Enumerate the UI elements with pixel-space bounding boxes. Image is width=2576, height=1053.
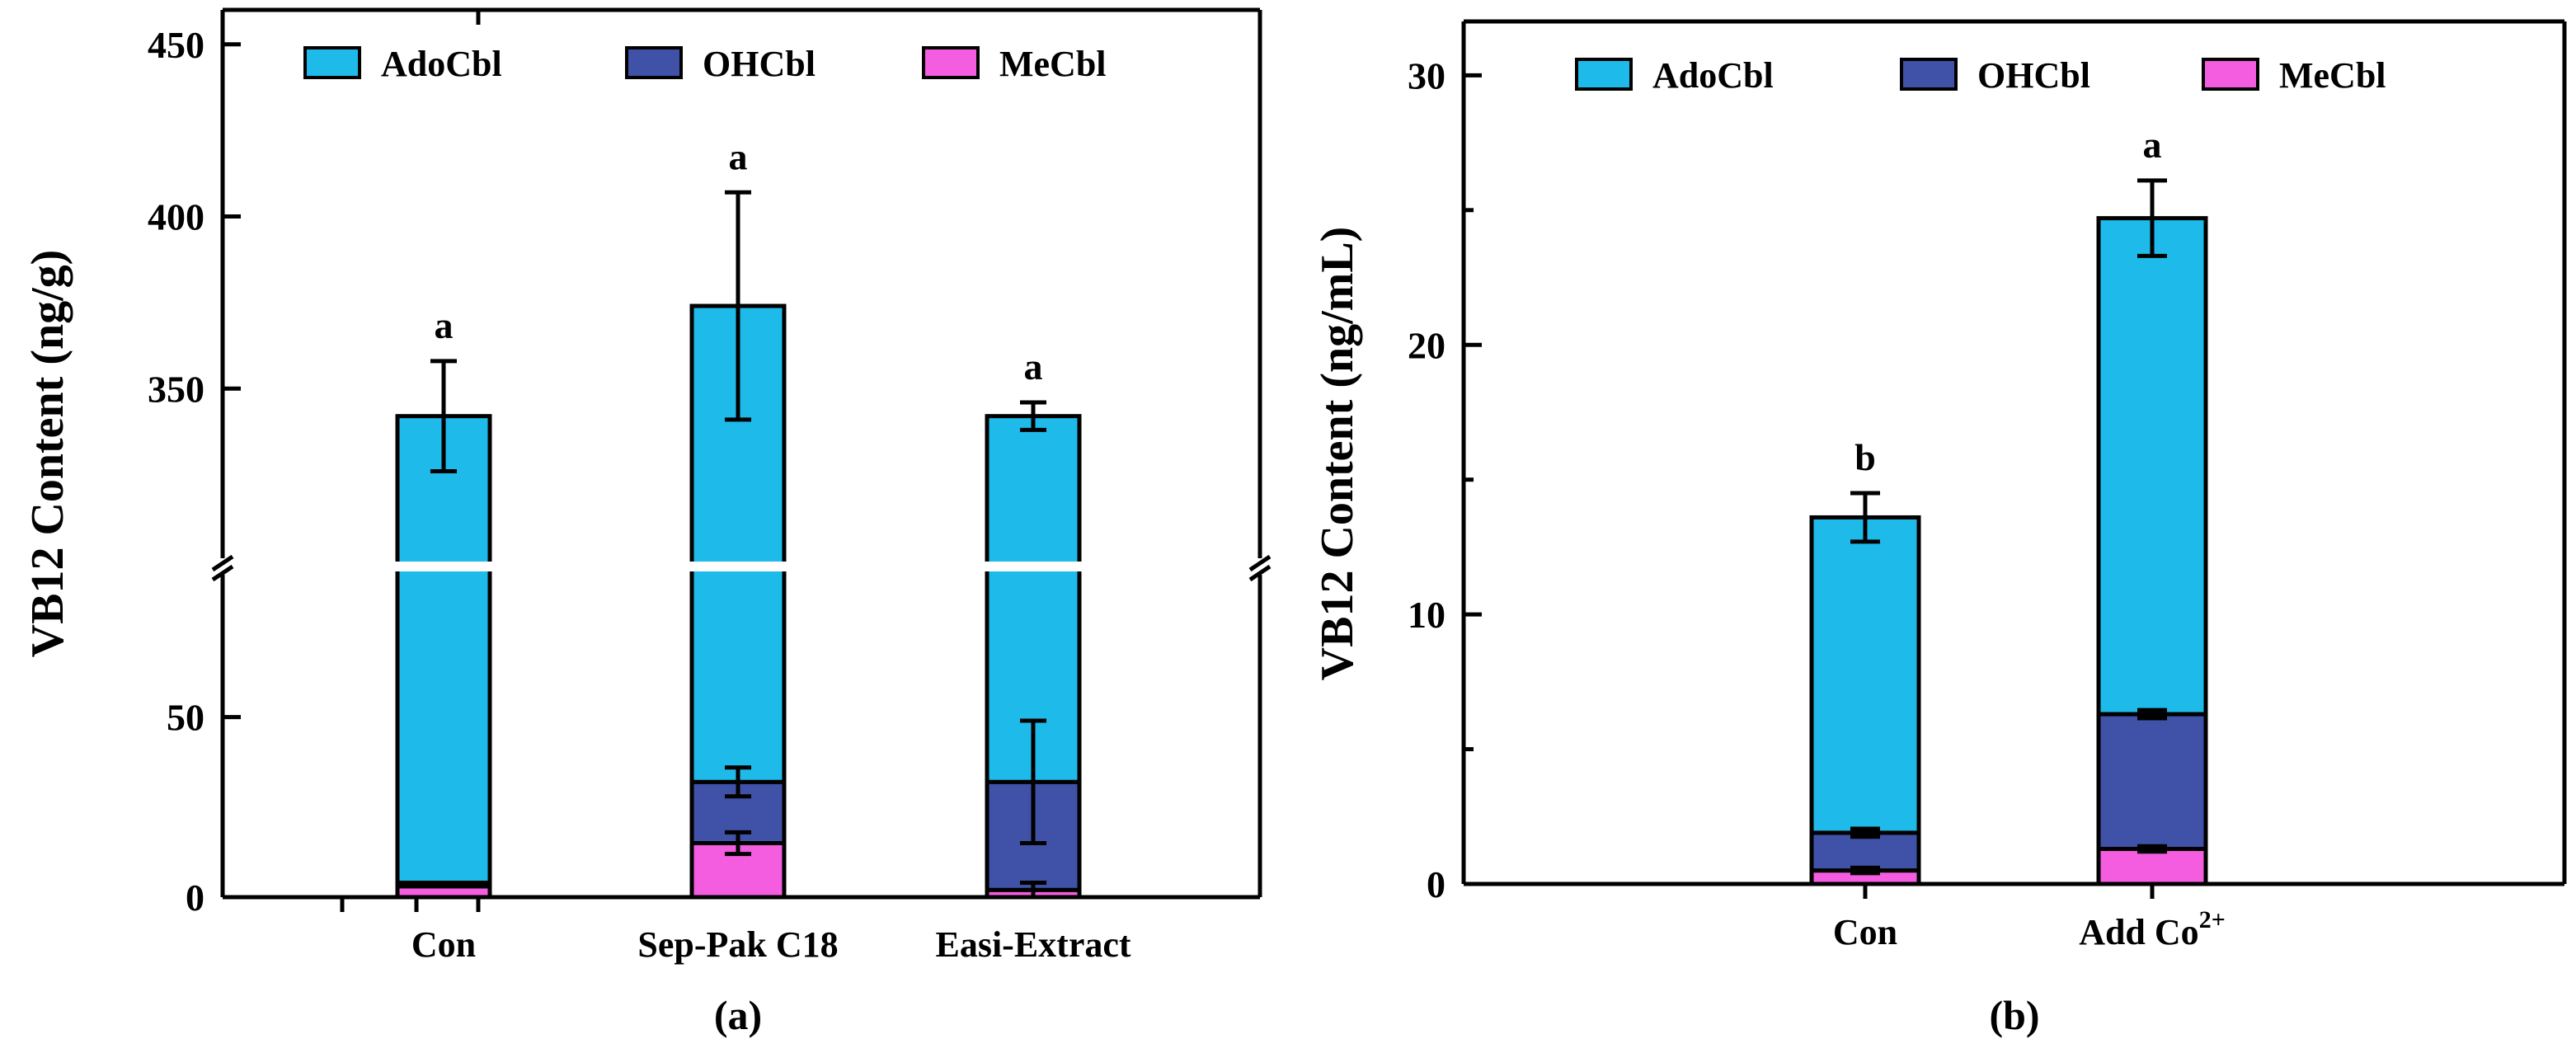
legend-label-adocbl: AdoCbl [1652,55,1774,96]
significance-label: a [435,304,454,346]
y-tick-label: 30 [1408,54,1445,96]
panel-label: (a) [714,992,762,1038]
axis-break-mark-right [1248,564,1272,582]
x-tick-label-superscript: 2+ [2199,906,2226,933]
y-tick-label: 10 [1408,594,1445,636]
legend-swatch-ohcbl [1900,58,1958,91]
x-tick-label: Sep-Pak C18 [637,924,838,965]
significance-label: b [1854,436,1876,478]
y-tick-label: 400 [148,196,204,238]
legend-label-mecbl: MeCbl [2279,55,2386,96]
bar-break-gap-0 [394,562,493,571]
legend-label-mecbl: MeCbl [999,44,1107,84]
axis-break-mark-left [211,554,234,572]
panel-label: (b) [1989,992,2039,1038]
bar-adocbl-1 [2096,216,2208,717]
bar-adocbl-0 [1809,515,1921,835]
y-axis-title: VB12 Content (ng/mL) [1312,227,1363,681]
bar-adocbl-0 [395,414,492,886]
legend-label-ohcbl: OHCbl [703,44,816,84]
y-tick-label: 450 [148,24,204,66]
bar-break-gap-1 [689,562,787,571]
legend-swatch-adocbl [1575,58,1633,91]
y-axis-title: VB12 Content (ng/g) [22,250,73,658]
x-tick-label-main: Con [1833,912,1897,952]
legend-label-adocbl: AdoCbl [381,44,502,84]
legend-swatch-ohcbl [625,46,683,79]
axis-break-mark-right [1248,554,1272,572]
significance-label: a [729,135,748,177]
y-tick-label: 0 [1427,863,1445,905]
legend-swatch-mecbl [2202,58,2259,91]
legend-swatch-adocbl [303,46,361,79]
axis-break-mark-left [211,564,234,582]
x-tick-label-main: Add Co [2079,912,2199,952]
significance-label: a [1024,346,1043,388]
y-tick-label: 0 [186,877,204,919]
x-tick-label: Con [411,924,476,965]
legend-label-ohcbl: OHCbl [1977,55,2090,96]
x-tick-label: Add Co2+ [2079,906,2226,952]
bar-mecbl-1 [2096,847,2208,886]
y-tick-label: 50 [167,697,204,739]
chart-a: 0 50 350 400 450 a Con a Sep-Pak C18 a Easi-Extrac… [22,7,1272,1038]
bar-ohcbl-1 [2096,712,2208,852]
x-tick-label: Con [1833,912,1897,952]
y-tick-label: 350 [148,368,204,410]
legend-swatch-mecbl [922,46,980,79]
chart-b: 0 10 20 30 b Con a Add Co2+ AdoCbl OHCbl MeCbl VB12… [1312,19,2567,1038]
x-tick-label: Easi-Extract [935,924,1131,965]
bar-break-gap-2 [984,562,1083,571]
y-tick-label: 20 [1408,324,1445,366]
significance-label: a [2143,124,2162,166]
